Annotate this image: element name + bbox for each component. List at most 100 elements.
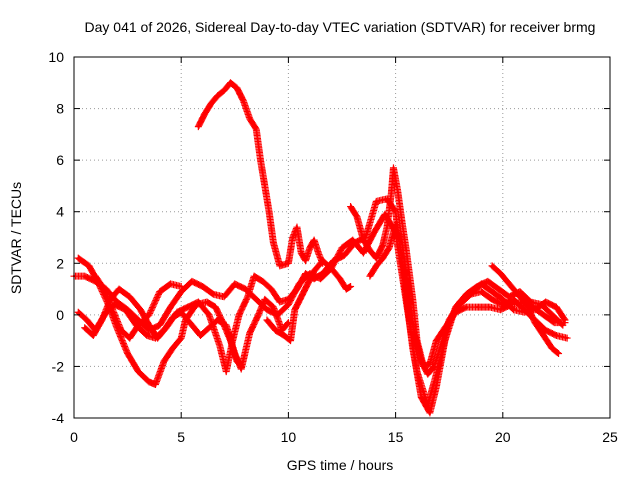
data-point — [490, 290, 494, 293]
x-tick-label: 10 — [281, 429, 297, 445]
data-point — [355, 215, 359, 219]
data-point — [499, 308, 502, 311]
data-point — [317, 251, 320, 255]
data-point — [542, 334, 545, 337]
data-point — [400, 220, 404, 224]
series-track-5 — [91, 272, 185, 342]
data-point — [145, 334, 149, 337]
data-point — [203, 112, 206, 115]
data-point — [490, 298, 494, 301]
data-point — [240, 367, 243, 371]
data-point — [287, 262, 290, 265]
data-point — [304, 272, 307, 275]
data-point — [544, 329, 547, 332]
data-point — [340, 246, 344, 250]
data-point — [293, 308, 297, 311]
data-point — [267, 210, 271, 213]
data-point — [372, 231, 376, 234]
data-point — [353, 241, 357, 244]
data-point — [100, 318, 104, 322]
series-track-7 — [263, 257, 355, 345]
data-point — [180, 336, 183, 340]
data-point — [342, 254, 346, 257]
data-point — [278, 300, 282, 304]
y-tick-label: 4 — [56, 204, 64, 220]
data-point — [312, 269, 316, 273]
data-point — [304, 259, 307, 262]
chart-title: Day 041 of 2026, Sidereal Day-to-day VTE… — [85, 19, 596, 35]
data-point — [102, 287, 106, 291]
x-tick-label: 20 — [495, 429, 511, 445]
data-point — [488, 305, 492, 309]
data-point — [83, 274, 86, 278]
y-tick-label: 0 — [56, 307, 64, 323]
data-point — [128, 295, 131, 299]
data-point — [77, 256, 80, 260]
data-point — [233, 282, 236, 286]
data-point — [338, 277, 342, 280]
y-tick-label: -4 — [52, 410, 65, 426]
data-point — [565, 336, 569, 340]
data-point — [295, 225, 299, 229]
data-point — [381, 244, 384, 247]
data-point — [229, 81, 232, 84]
data-point — [214, 305, 217, 309]
data-point — [137, 323, 140, 327]
data-point — [265, 308, 269, 311]
data-point — [212, 293, 215, 296]
data-point — [216, 94, 219, 97]
data-point — [289, 339, 292, 342]
data-point — [190, 280, 194, 283]
data-point — [235, 86, 239, 90]
data-point — [265, 318, 269, 322]
data-point — [428, 362, 432, 366]
data-point — [156, 336, 159, 340]
data-point — [400, 241, 404, 244]
data-point — [216, 318, 219, 322]
series-track-6 — [194, 79, 327, 270]
data-point — [87, 264, 91, 268]
data-point — [497, 287, 500, 291]
data-point — [225, 323, 228, 327]
y-tick-label: 6 — [56, 152, 64, 168]
data-point — [555, 305, 558, 309]
x-tick-label: 25 — [602, 429, 618, 445]
data-point — [312, 238, 316, 242]
data-point — [259, 158, 262, 162]
data-point — [218, 344, 221, 347]
data-point — [257, 313, 260, 317]
data-point — [525, 303, 528, 306]
tick-layer: 0 5 10 15 20 25 -4 -2 0 2 4 6 8 10 — [48, 49, 618, 445]
y-tick-label: -2 — [52, 358, 65, 374]
data-point — [465, 305, 468, 309]
data-point — [385, 225, 389, 229]
data-point — [523, 311, 526, 314]
data-point — [508, 282, 511, 286]
data-point — [270, 287, 273, 291]
data-point — [272, 241, 275, 244]
data-point — [272, 305, 275, 309]
x-tick-label: 15 — [388, 429, 404, 445]
data-point — [111, 308, 114, 311]
data-point — [387, 246, 391, 250]
data-point — [137, 318, 140, 322]
data-point — [557, 352, 560, 355]
data-point — [428, 411, 432, 415]
data-point — [263, 184, 267, 188]
data-point — [210, 102, 213, 105]
y-tick-label: 8 — [56, 101, 64, 117]
data-point — [553, 321, 556, 324]
data-point — [282, 334, 286, 337]
data-point — [533, 308, 537, 311]
data-point — [248, 331, 252, 335]
data-point — [375, 264, 378, 268]
data-point — [180, 285, 183, 288]
data-point — [332, 259, 335, 262]
data-point — [263, 298, 267, 301]
data-point — [321, 259, 324, 262]
data-point — [533, 321, 537, 324]
data-point — [368, 274, 372, 278]
data-point — [392, 166, 395, 170]
data-point — [162, 360, 166, 363]
